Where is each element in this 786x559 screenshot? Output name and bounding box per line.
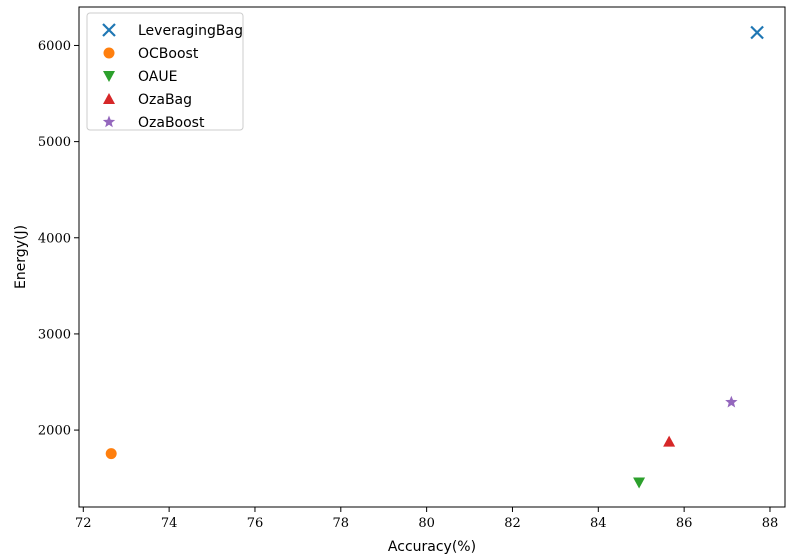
data-point bbox=[663, 435, 676, 447]
legend-box bbox=[86, 12, 244, 131]
y-tick-label: 3000 bbox=[38, 327, 71, 342]
x-tick-label: 80 bbox=[418, 516, 435, 531]
axis-ticks: 72 74 76 78 80 82 84 86 88 2000 3000 4000 5000 6000 bbox=[38, 39, 778, 531]
x-tick-label: 72 bbox=[75, 516, 92, 531]
x-tick-label: 74 bbox=[161, 516, 178, 531]
legend-label: OzaBoost bbox=[138, 115, 205, 131]
x-tick-label: 86 bbox=[676, 516, 693, 531]
legend-marker bbox=[103, 93, 115, 104]
x-tick-label: 78 bbox=[333, 516, 350, 531]
y-tick-label: 5000 bbox=[38, 135, 71, 150]
y-tick-label: 6000 bbox=[38, 39, 71, 54]
x-axis-title: Accuracy(%) bbox=[388, 539, 476, 555]
legend-marker bbox=[102, 23, 116, 37]
legend-label: LeveragingBag bbox=[138, 23, 243, 39]
legend-label: OCBoost bbox=[138, 46, 199, 62]
legend-label: OzaBag bbox=[138, 92, 192, 108]
x-tick-label: 76 bbox=[247, 516, 264, 531]
legend: LeveragingBag OCBoost OAUE OzaBag OzaBoost bbox=[86, 12, 244, 131]
data-point bbox=[105, 448, 117, 460]
y-tick-label: 2000 bbox=[38, 424, 71, 439]
legend-marker bbox=[103, 47, 115, 59]
data-point bbox=[725, 395, 738, 408]
x-tick-label: 84 bbox=[590, 516, 607, 531]
legend-marker bbox=[102, 115, 116, 128]
legend-label: OAUE bbox=[138, 69, 177, 85]
y-axis-title: Energy(J) bbox=[13, 225, 29, 289]
data-point bbox=[633, 477, 646, 489]
legend-marker bbox=[103, 71, 115, 82]
y-tick-label: 4000 bbox=[38, 231, 71, 246]
x-tick-label: 88 bbox=[762, 516, 779, 531]
x-tick-label: 82 bbox=[504, 516, 521, 531]
data-points bbox=[105, 25, 764, 489]
data-point bbox=[750, 25, 764, 40]
